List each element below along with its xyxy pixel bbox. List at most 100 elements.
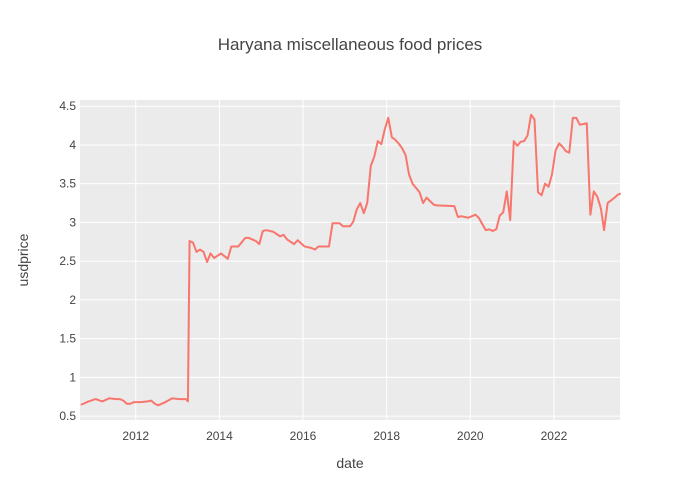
y-tick-label: 2 <box>69 293 76 307</box>
data-point <box>340 223 346 229</box>
x-tick-label: 2018 <box>373 429 400 443</box>
data-point <box>368 163 374 169</box>
data-point <box>577 122 583 128</box>
data-point <box>326 243 332 249</box>
data-point <box>190 240 196 246</box>
data-point <box>594 194 600 200</box>
data-point <box>605 200 611 206</box>
data-point <box>410 181 416 187</box>
chart-title: Haryana miscellaneous food prices <box>218 35 483 54</box>
data-point <box>417 189 423 195</box>
y-tick-label: 2.5 <box>59 254 76 268</box>
data-point <box>525 133 531 139</box>
data-point <box>364 200 370 206</box>
data-point <box>256 241 262 247</box>
data-point <box>539 192 545 198</box>
data-point <box>493 226 499 232</box>
y-tick-label: 3 <box>69 215 76 229</box>
x-tick-labels: 2012 2014 2016 2018 2020 2022 <box>122 429 567 443</box>
data-point <box>420 200 426 206</box>
data-point <box>225 256 231 262</box>
data-point <box>86 398 92 404</box>
data-point <box>566 150 572 156</box>
data-point <box>315 243 321 249</box>
x-tick-label: 2016 <box>290 429 317 443</box>
data-point <box>531 116 537 122</box>
series-group <box>79 113 623 408</box>
data-point <box>521 138 527 144</box>
data-point <box>451 203 457 209</box>
y-tick-label: 3.5 <box>59 177 76 191</box>
data-point <box>185 398 191 404</box>
data-point <box>399 145 405 151</box>
data-point <box>270 229 276 235</box>
data-point <box>546 184 552 190</box>
data-point <box>330 220 336 226</box>
x-tick-label: 2022 <box>541 429 568 443</box>
data-point <box>598 205 604 211</box>
data-point <box>138 399 144 405</box>
data-point <box>573 115 579 121</box>
data-point <box>591 188 597 194</box>
data-point <box>601 227 607 233</box>
x-axis-title: date <box>336 455 363 471</box>
data-point <box>357 200 363 206</box>
data-point <box>162 399 168 405</box>
data-point <box>106 395 112 401</box>
data-point <box>131 399 137 405</box>
y-tick-labels: 0.5 1 1.5 2 2.5 3 3.5 4 4.5 <box>59 99 76 423</box>
data-point <box>204 259 210 265</box>
data-point <box>406 171 412 177</box>
data-point <box>361 210 367 216</box>
data-point <box>434 202 440 208</box>
data-point <box>424 195 430 201</box>
data-point <box>385 115 391 121</box>
data-point <box>246 235 252 241</box>
data-point <box>350 219 356 225</box>
series-line <box>80 113 621 407</box>
y-tick-label: 1 <box>69 370 76 384</box>
data-point <box>354 206 360 212</box>
data-point <box>465 215 471 221</box>
data-point <box>228 243 234 249</box>
data-point <box>284 236 290 242</box>
y-tick-label: 0.5 <box>59 409 76 423</box>
data-point <box>617 191 623 197</box>
data-point <box>93 396 99 402</box>
y-gridlines <box>80 105 620 417</box>
data-point <box>476 215 482 221</box>
data-point <box>79 402 85 408</box>
data-point <box>155 402 161 408</box>
data-point <box>295 237 301 243</box>
y-tick-label: 4.5 <box>59 99 76 113</box>
x-gridlines <box>135 100 555 420</box>
y-tick-label: 1.5 <box>59 332 76 346</box>
data-point <box>218 250 224 256</box>
data-point <box>201 249 207 255</box>
data-point <box>263 227 269 233</box>
x-tick-label: 2012 <box>122 429 149 443</box>
x-tick-label: 2014 <box>206 429 233 443</box>
data-point <box>479 221 485 227</box>
x-tick-label: 2020 <box>457 429 484 443</box>
data-point <box>507 217 513 223</box>
data-point <box>382 126 388 132</box>
y-tick-label: 4 <box>69 138 76 152</box>
data-point <box>211 255 217 261</box>
data-point <box>371 154 377 160</box>
data-point <box>500 209 506 215</box>
data-point <box>302 243 308 249</box>
y-axis-title: usdprice <box>15 233 31 286</box>
data-point <box>169 395 175 401</box>
plot-background <box>80 100 620 420</box>
data-point <box>403 152 409 158</box>
data-point <box>378 141 384 147</box>
data-point <box>549 171 555 177</box>
data-point <box>553 147 559 153</box>
data-point <box>504 188 510 194</box>
data-point <box>99 398 105 404</box>
data-point <box>587 212 593 218</box>
data-point <box>235 243 241 249</box>
